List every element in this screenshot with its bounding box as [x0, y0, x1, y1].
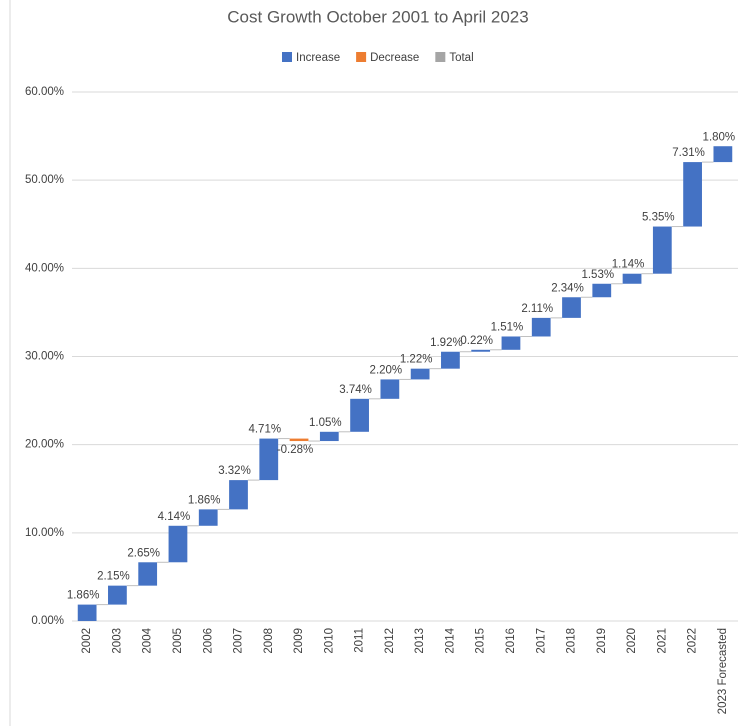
- x-tick-label: 2003: [111, 628, 123, 654]
- bar: [380, 379, 400, 399]
- legend-label: Total: [449, 52, 473, 64]
- y-tick-label: 60.00%: [25, 86, 64, 98]
- bar: [592, 283, 612, 298]
- data-label: 1.80%: [703, 131, 736, 143]
- bar: [501, 336, 521, 350]
- bar: [350, 398, 369, 432]
- bar: [410, 368, 430, 380]
- data-label: 3.74%: [339, 384, 372, 396]
- bar: [319, 431, 339, 442]
- legend-label: Decrease: [370, 52, 419, 64]
- x-tick-label: 2009: [293, 628, 305, 654]
- data-label: 2.15%: [97, 571, 130, 583]
- y-tick-label: 0.00%: [31, 615, 64, 627]
- legend-swatch: [435, 52, 446, 62]
- bar: [622, 273, 642, 284]
- x-tick-label: 2013: [414, 628, 426, 654]
- legend-label: Increase: [296, 52, 340, 64]
- x-tick-label: 2021: [656, 628, 668, 654]
- x-tick-label: 2015: [475, 628, 487, 654]
- data-label: 2.11%: [521, 303, 553, 315]
- chart-title: Cost Growth October 2001 to April 2023: [227, 7, 528, 26]
- x-tick-label: 2011: [354, 628, 366, 653]
- x-tick-label: 2010: [323, 628, 335, 654]
- x-tick-label: 2012: [384, 628, 396, 654]
- x-tick-label: 2006: [202, 628, 214, 654]
- x-tick-label: 2004: [142, 627, 154, 653]
- data-label: 1.14%: [612, 259, 645, 271]
- bar: [562, 297, 581, 318]
- x-tick-label: 2019: [596, 628, 608, 654]
- bar: [168, 525, 188, 563]
- bar: [531, 317, 551, 337]
- y-tick-label: 10.00%: [25, 527, 64, 539]
- x-tick-label: 2014: [444, 627, 456, 653]
- bar: [138, 562, 158, 586]
- x-tick-label: 2007: [233, 628, 245, 654]
- data-label: 4.71%: [248, 424, 281, 436]
- x-tick-label: 2018: [566, 628, 578, 654]
- x-tick-label: 2005: [172, 628, 184, 654]
- data-label: 1.05%: [309, 417, 342, 429]
- x-tick-label: 2020: [626, 628, 638, 654]
- legend-swatch: [282, 52, 292, 62]
- bar: [713, 146, 733, 163]
- bar: [259, 438, 279, 481]
- data-label: 1.51%: [491, 322, 524, 334]
- data-label: 2.20%: [370, 364, 403, 376]
- x-tick-label: 2017: [535, 628, 547, 654]
- bar: [441, 351, 460, 369]
- data-label: 2.65%: [127, 547, 160, 559]
- data-label: 3.32%: [218, 465, 251, 477]
- bar: [471, 349, 491, 352]
- y-tick-label: 40.00%: [25, 262, 64, 274]
- legend-swatch: [356, 52, 367, 62]
- data-label: 1.22%: [400, 354, 433, 366]
- x-tick-label: 2016: [505, 628, 517, 654]
- y-tick-label: 30.00%: [25, 351, 64, 363]
- x-tick-label: 2022: [687, 628, 699, 654]
- data-label: 1.92%: [430, 337, 463, 349]
- bar: [108, 585, 127, 605]
- data-label: 0.22%: [460, 335, 493, 347]
- bar: [229, 480, 248, 510]
- x-tick-label: 2008: [263, 628, 275, 654]
- y-tick-label: 50.00%: [25, 174, 64, 186]
- data-label: 7.31%: [672, 147, 705, 159]
- bar: [198, 509, 218, 526]
- data-label: 4.14%: [158, 511, 191, 523]
- x-tick-label: 2023 Forecasted: [717, 628, 729, 714]
- data-label: 5.35%: [642, 212, 675, 224]
- data-label: 1.86%: [188, 494, 221, 506]
- bar: [652, 226, 672, 274]
- x-tick-label: 2002: [81, 628, 93, 654]
- data-label: 2.34%: [551, 282, 584, 294]
- y-tick-label: 20.00%: [25, 439, 64, 451]
- data-label: 1.53%: [581, 269, 614, 281]
- data-label: 1.86%: [67, 590, 100, 602]
- bar: [77, 604, 97, 621]
- bar: [289, 438, 309, 442]
- data-label: -0.28%: [277, 444, 313, 456]
- bar: [683, 162, 702, 227]
